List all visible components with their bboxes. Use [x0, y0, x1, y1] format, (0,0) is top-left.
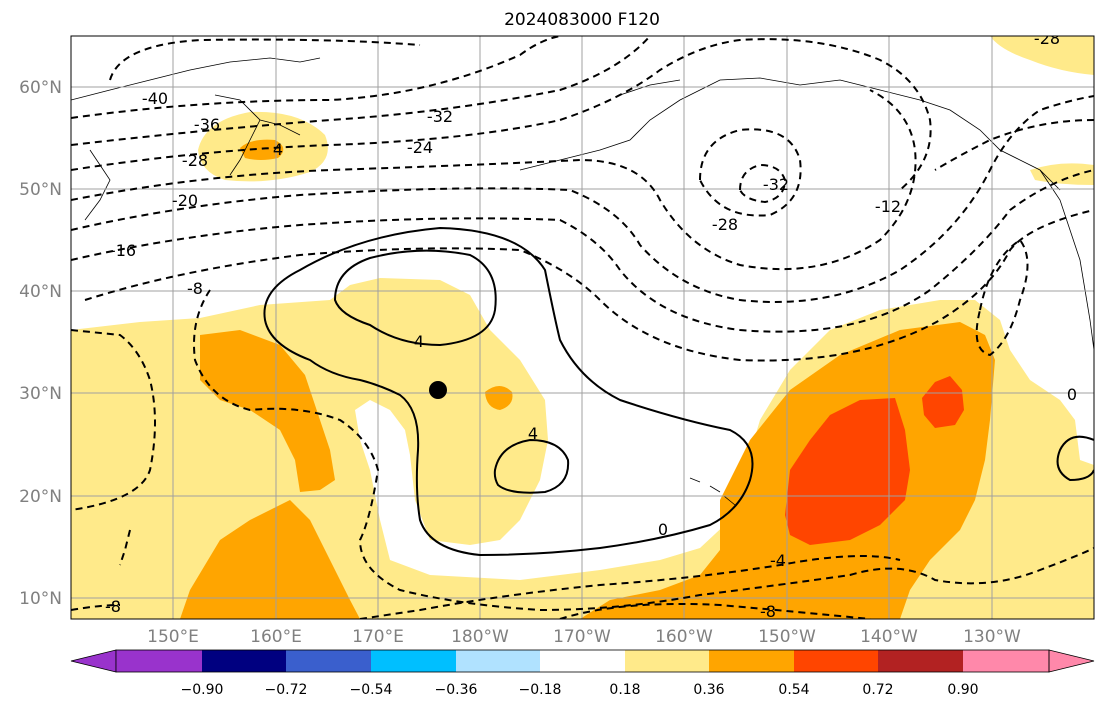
clabel-neg8-south: -8 [760, 602, 776, 621]
lon-label-170w: 170°W [553, 627, 611, 647]
colorbar-tick-label: 0.54 [778, 682, 809, 698]
coast-kamchatka [71, 57, 321, 221]
colorbar-segment [286, 650, 371, 672]
colorbar-segment [963, 650, 1049, 672]
colorbar-tick-label: 0.72 [862, 682, 893, 698]
colorbar-segment [540, 650, 625, 672]
lat-labels: 60°N 50°N 40°N 30°N 20°N 10°N [19, 78, 62, 609]
storm-center-marker [429, 381, 447, 399]
clabel-neg28-low: -28 [712, 215, 738, 234]
lat-label-40n: 40°N [19, 282, 62, 302]
colorbar-tick-label: −0.72 [265, 682, 308, 698]
colorbar-extend-left [70, 649, 117, 673]
shade-dark-east [785, 398, 910, 545]
map-title: 2024083000 F120 [504, 10, 660, 30]
lon-label-160e: 160°E [250, 627, 302, 647]
lat-label-30n: 30°N [19, 384, 62, 404]
coast-north-america-west [1039, 169, 1094, 351]
colorbar-segment [456, 650, 540, 672]
graticule [71, 36, 1094, 619]
shade-mid-northwest [240, 139, 284, 160]
coastlines [71, 57, 1094, 506]
clabel-neg32-low: -32 [763, 175, 789, 194]
clabel-pos4-north: 4 [414, 332, 424, 351]
map-frame [70, 35, 1095, 620]
colorbar-tick-label: −0.18 [519, 682, 562, 698]
lon-label-160w: 160°W [655, 627, 713, 647]
clabel-neg28: -28 [182, 151, 208, 170]
lon-label-180w: 180°W [451, 627, 509, 647]
clabel-neg8-west: -8 [187, 279, 203, 298]
colorbar-tick-label: 0.90 [947, 682, 978, 698]
colorbar-extend-right [1048, 649, 1095, 673]
lat-label-60n: 60°N [19, 78, 62, 98]
colorbar-tick-label: −0.90 [181, 682, 224, 698]
contour-labels: -40 -36 -32 -28 -24 -20 -16 -12 -8 -8 -8… [105, 29, 1077, 621]
clabel-neg12: -12 [875, 197, 901, 216]
lon-label-150e: 150°E [147, 627, 199, 647]
colorbar-segment [202, 650, 286, 672]
colorbar-segment [709, 650, 794, 672]
clabel-neg20: -20 [172, 191, 198, 210]
lat-label-50n: 50°N [19, 180, 62, 200]
lon-label-150w: 150°W [758, 627, 816, 647]
colorbar-segment [878, 650, 963, 672]
clabel-neg40: -40 [142, 89, 168, 108]
contours-negative [71, 36, 1094, 619]
lon-labels: 150°E 160°E 170°E 180°W 170°W 160°W 150°… [147, 627, 1021, 647]
clabel-pos4-south: 4 [528, 424, 538, 443]
coast-alaska [519, 77, 1061, 191]
lon-label-130w: 130°W [963, 627, 1021, 647]
clabel-neg16: -16 [110, 241, 136, 260]
colorbar: −0.90 −0.72 −0.54 −0.36 −0.18 0.18 0.36 … [70, 649, 1095, 698]
lat-label-10n: 10°N [19, 589, 62, 609]
clabel-neg8-southwest: -8 [105, 597, 121, 616]
shade-dark-east-2 [922, 376, 964, 428]
colorbar-tick-label: 0.36 [693, 682, 724, 698]
colorbar-segment [794, 650, 878, 672]
colorbar-tick-label: −0.54 [350, 682, 393, 698]
clabel-neg28-northeast: -28 [1034, 29, 1060, 48]
clabel-zero-south: 0 [658, 520, 668, 539]
clabel-neg24: -24 [407, 138, 433, 157]
colorbar-tick-label: 0.18 [609, 682, 640, 698]
colorbar-segment [625, 650, 709, 672]
clabel-zero-east: 0 [1067, 385, 1077, 404]
contours-positive [263, 226, 1094, 557]
coast-hawaii [689, 477, 736, 506]
lat-label-20n: 20°N [19, 487, 62, 507]
clabel-neg4: -4 [770, 551, 786, 570]
shade-mid-small [485, 386, 513, 410]
clabel-neg32: -32 [427, 107, 453, 126]
clabel-neg36: -36 [194, 115, 220, 134]
colorbar-segment [116, 650, 202, 672]
shade-mid-west-2 [180, 500, 360, 619]
colorbar-tick-label: −0.36 [435, 682, 478, 698]
lon-label-170e: 170°E [352, 627, 404, 647]
shade-light-northeast [990, 36, 1094, 75]
clabel-pos4-northwest: 4 [273, 140, 283, 159]
map-layers: -40 -36 -32 -28 -24 -20 -16 -12 -8 -8 -8… [71, 29, 1094, 621]
lon-label-140w: 140°W [860, 627, 918, 647]
shade-mid-west-1 [200, 330, 335, 492]
colorbar-segment [371, 650, 456, 672]
